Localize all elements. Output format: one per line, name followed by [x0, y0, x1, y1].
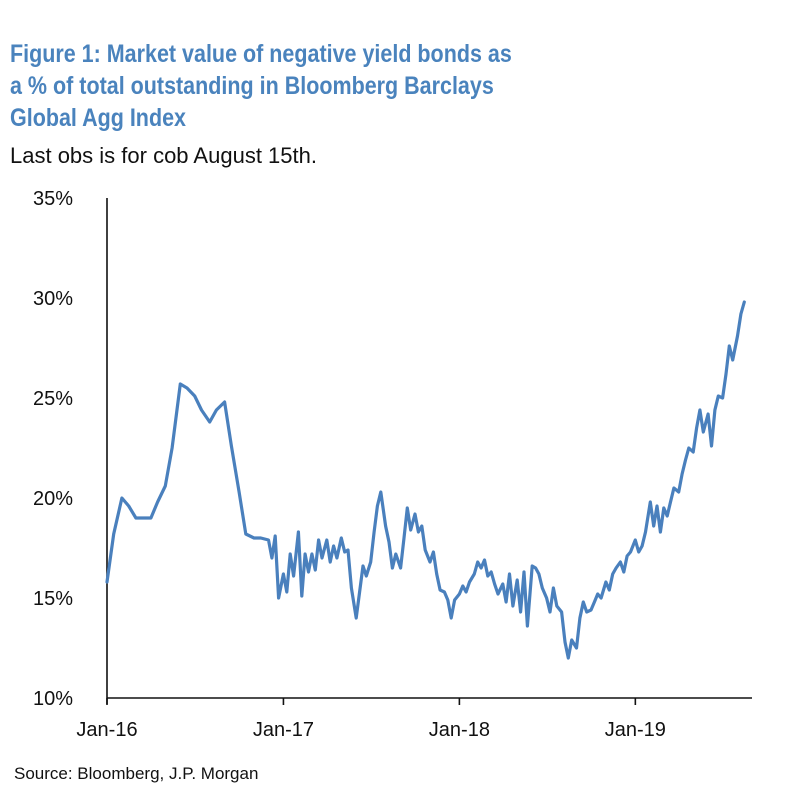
y-tick-label: 30% [33, 288, 73, 310]
chart-title-line-3: Global Agg Index [10, 104, 186, 132]
y-tick-label: 35% [33, 188, 73, 210]
chart-title: Figure 1: Market value of negative yield… [10, 38, 681, 134]
series-line [105, 300, 746, 660]
x-tick-label: Jan-16 [76, 719, 137, 741]
chart-source: Source: Bloomberg, J.P. Morgan [14, 764, 259, 783]
x-tick-labels: Jan-16 Jan-17 Jan-18 Jan-19 [76, 719, 665, 741]
y-tick-label: 10% [33, 688, 73, 710]
x-tick-label: Jan-19 [605, 719, 666, 741]
y-tick-labels: 10% 15% 20% 25% 30% 35% [33, 188, 73, 710]
x-tick-label: Jan-17 [253, 719, 314, 741]
y-tick-label: 15% [33, 588, 73, 610]
series-group [105, 300, 746, 660]
x-tick-label: Jan-18 [429, 719, 490, 741]
chart-title-line-2: a % of total outstanding in Bloomberg Ba… [10, 72, 494, 100]
y-tick-label: 20% [33, 488, 73, 510]
y-tick-label: 25% [33, 388, 73, 410]
chart-subtitle: Last obs is for cob August 15th. [10, 143, 317, 168]
chart-axes [106, 198, 752, 705]
chart-title-line-1: Figure 1: Market value of negative yield… [10, 40, 512, 68]
